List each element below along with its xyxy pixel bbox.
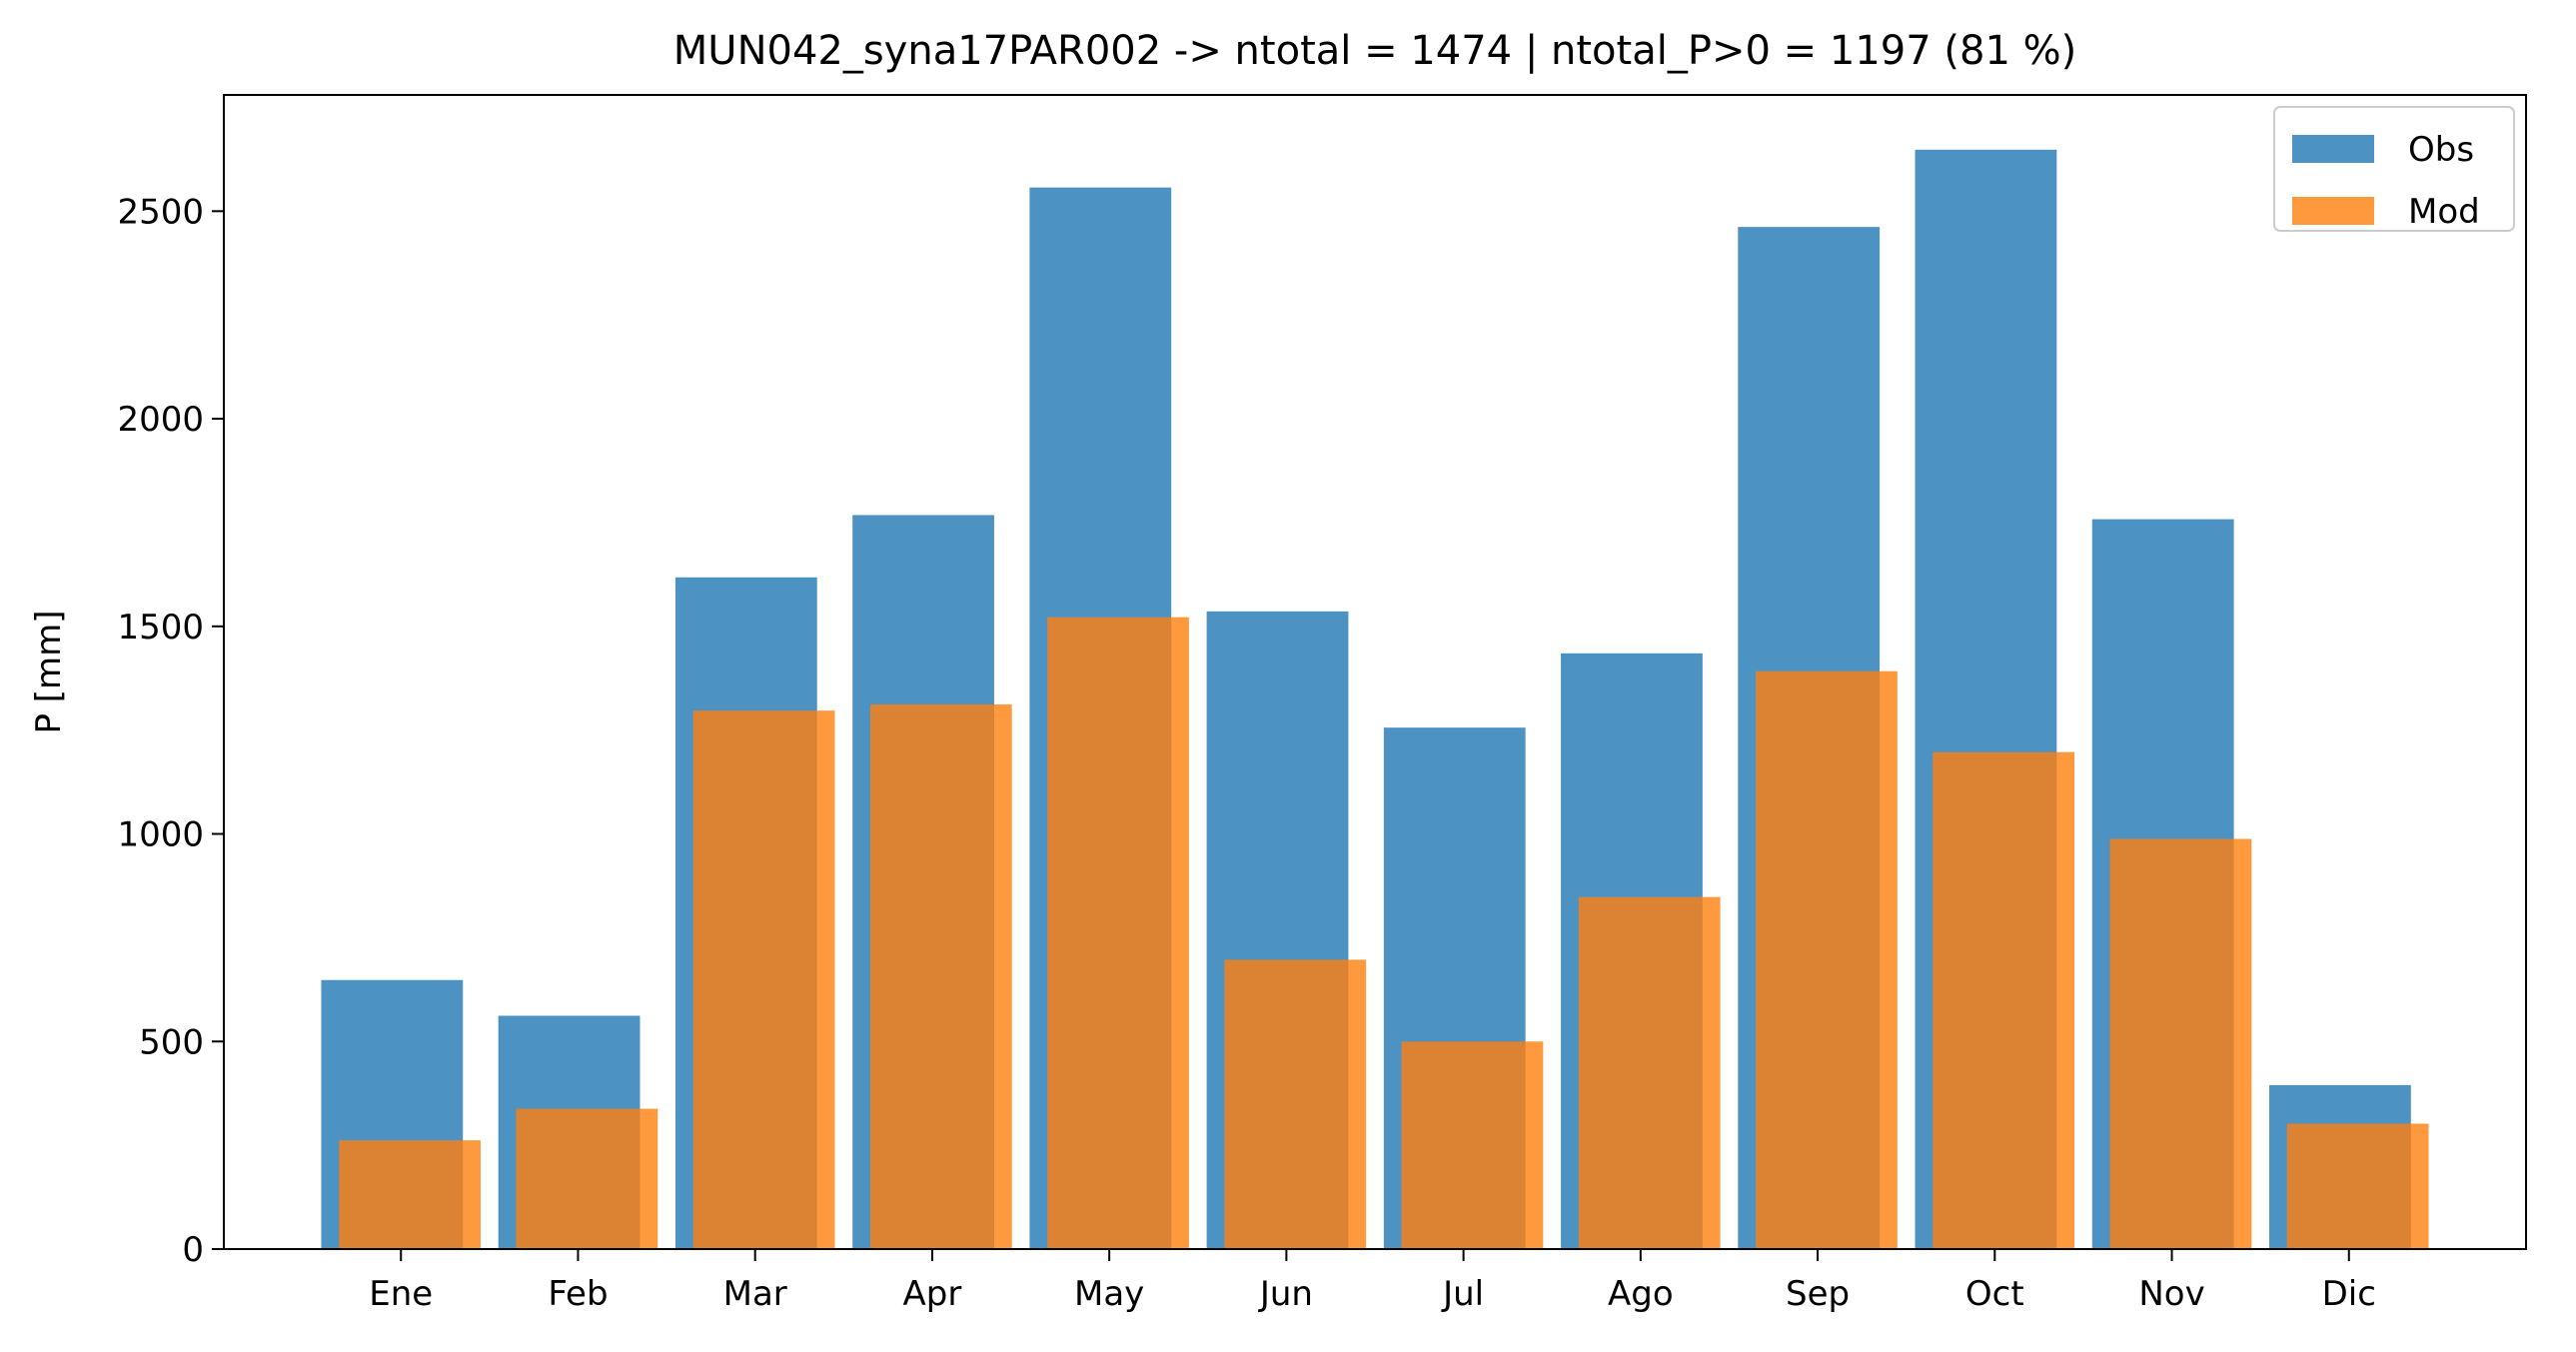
x-tick-label: Dic [2322, 1274, 2376, 1314]
bar-mod-mar [692, 710, 835, 1249]
x-tick-label: Jun [1258, 1274, 1313, 1314]
legend-swatch-mod [2292, 197, 2374, 225]
y-tick-label: 500 [139, 1022, 204, 1062]
bar-mod-jun [1224, 959, 1367, 1249]
x-tick-label: Ene [369, 1274, 433, 1314]
x-tick-label: Apr [903, 1274, 962, 1314]
y-axis-label: P [mm] [29, 610, 69, 733]
x-tick-label: Nov [2138, 1274, 2204, 1314]
axes-group: 0 500 1000 1500 2000 2500 Ene Feb Mar Apr May Jun Ju… [117, 94, 2527, 1314]
y-tick-label: 1000 [117, 815, 204, 855]
bars-group [321, 149, 2429, 1250]
y-tick-label: 1500 [117, 608, 204, 648]
y-tick-label: 2000 [117, 400, 204, 440]
x-tick-label: May [1074, 1274, 1144, 1314]
bar-mod-nov [2109, 838, 2252, 1249]
legend: Obs Mod [2273, 106, 2515, 232]
legend-swatch-obs [2292, 135, 2374, 163]
legend-label-mod: Mod [2408, 192, 2480, 232]
bar-mod-jul [1401, 1041, 1544, 1249]
x-tick-label: Ago [1608, 1274, 1674, 1314]
legend-label-obs: Obs [2408, 130, 2474, 170]
bar-mod-oct [1932, 751, 2075, 1249]
bar-mod-feb [516, 1108, 658, 1249]
chart-title: MUN042_syna17PAR002 -> ntotal = 1474 | n… [673, 28, 2076, 74]
bar-mod-apr [869, 703, 1012, 1249]
bar-mod-sep [1756, 671, 1898, 1249]
bar-mod-ene [339, 1140, 481, 1249]
y-tick-label: 0 [182, 1230, 204, 1270]
y-tick-label: 2500 [117, 192, 204, 232]
bar-mod-ago [1578, 896, 1721, 1249]
plot-frame [223, 94, 2527, 1250]
x-tick-label: Oct [1965, 1274, 2024, 1314]
bar-mod-may [1047, 617, 1189, 1249]
x-tick-label: Mar [723, 1274, 787, 1314]
x-tick-label: Jul [1441, 1274, 1484, 1314]
x-tick-label: Feb [548, 1274, 608, 1314]
bar-mod-dic [2286, 1123, 2429, 1249]
x-tick-label: Sep [1786, 1274, 1850, 1314]
